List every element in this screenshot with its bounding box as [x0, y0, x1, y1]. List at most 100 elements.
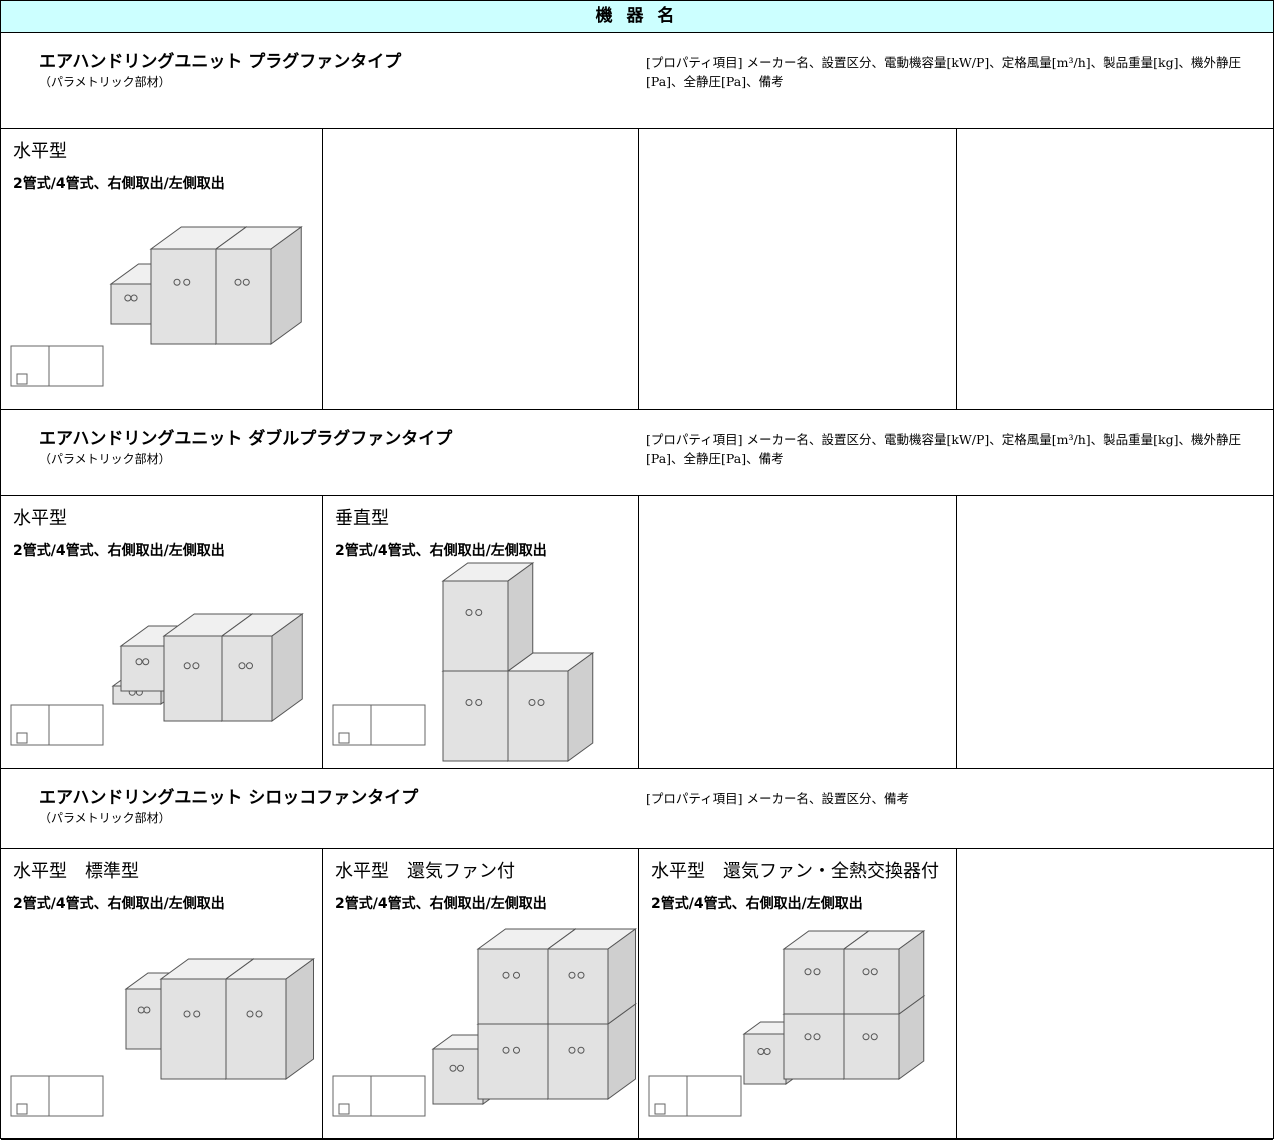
item-variant: 2管式/4管式、右側取出/左側取出	[13, 543, 225, 559]
port	[513, 1046, 520, 1054]
port	[457, 1064, 464, 1072]
port	[475, 699, 483, 706]
box-side	[271, 613, 303, 722]
port	[568, 971, 576, 979]
port	[183, 278, 191, 286]
box-front	[843, 1013, 900, 1080]
section-title-row: エアハンドリングユニット プラグファンタイプ （パラメトリック部材） [プロパティ項…	[1, 33, 1273, 129]
port	[135, 658, 143, 666]
item-cell	[639, 496, 957, 768]
box-front	[783, 948, 845, 1015]
port	[763, 1048, 771, 1055]
port	[502, 1046, 510, 1054]
box-side	[507, 562, 534, 672]
item-drawing	[10, 226, 303, 387]
plan-view	[10, 345, 104, 387]
section-title-row: エアハンドリングユニット ダブルプラグファンタイプ （パラメトリック部材） [プロパ…	[1, 410, 1273, 496]
port	[577, 1046, 585, 1054]
box-front	[743, 1033, 787, 1085]
item-cell	[957, 496, 1273, 768]
box-front	[547, 948, 609, 1025]
item-variant: 2管式/4管式、右側取出/左側取出	[335, 543, 547, 559]
port	[192, 662, 200, 670]
box-front	[125, 988, 165, 1050]
section-properties: [プロパティ項目] メーカー名、設置区分、電動機容量[kW/P]、定格風量[m³…	[646, 432, 1241, 466]
item-row: 水平型 2管式/4管式、右側取出/左側取出 垂直型 2管式/4管式、右側取出/左側取出	[1, 496, 1273, 769]
port	[870, 1033, 878, 1041]
plan-notch	[16, 1103, 28, 1115]
item-cell	[639, 129, 957, 409]
port	[528, 699, 536, 706]
box-front	[477, 1023, 549, 1100]
box-front	[120, 645, 167, 692]
item-cell	[323, 129, 639, 409]
port	[862, 1033, 870, 1041]
section-title-row: エアハンドリングユニット シロッコファンタイプ （パラメトリック部材） [プロパティ…	[1, 769, 1273, 849]
port	[173, 278, 181, 286]
plan-view	[332, 1075, 426, 1117]
port	[246, 1010, 254, 1018]
port	[813, 1033, 821, 1041]
plan-notch	[654, 1103, 666, 1115]
box-side	[270, 226, 302, 345]
box-front	[221, 635, 273, 722]
item-cell: 垂直型 2管式/4管式、右側取出/左側取出	[323, 496, 639, 768]
port	[143, 1006, 151, 1014]
section-properties: [プロパティ項目] メーカー名、設置区分、電動機容量[kW/P]、定格風量[m³…	[646, 55, 1241, 89]
port	[193, 1010, 201, 1018]
plan-notch	[16, 732, 28, 744]
section-subtitle: （パラメトリック部材）	[39, 811, 171, 825]
item-cell	[957, 129, 1273, 409]
port	[246, 662, 253, 670]
item-cell: 水平型 2管式/4管式、右側取出/左側取出	[1, 496, 323, 768]
item-variant: 2管式/4管式、右側取出/左側取出	[13, 896, 225, 912]
item-drawing	[10, 613, 304, 746]
section-title: エアハンドリングユニット プラグファンタイプ	[39, 52, 402, 72]
header-title: 機 器 名	[1, 1, 1273, 33]
box-front	[507, 670, 569, 762]
box-front	[225, 978, 287, 1080]
port	[813, 968, 821, 976]
section-subtitle: （パラメトリック部材）	[39, 452, 171, 466]
item-name: 水平型	[13, 141, 67, 162]
item-drawing	[332, 562, 595, 762]
section-title: エアハンドリングユニット ダブルプラグファンタイプ	[39, 429, 453, 449]
box-front	[442, 670, 509, 762]
port	[475, 609, 483, 616]
item-cell: 水平型 標準型 2管式/4管式、右側取出/左側取出	[1, 849, 323, 1139]
section-title: エアハンドリングユニット シロッコファンタイプ	[39, 788, 419, 808]
port	[242, 278, 250, 286]
box-side	[567, 652, 594, 762]
box-front	[160, 978, 227, 1080]
plan-view	[648, 1075, 742, 1117]
plan-notch	[338, 732, 350, 744]
box-side	[285, 958, 314, 1080]
box-side	[607, 928, 636, 1025]
item-cell: 水平型 還気ファン付 2管式/4管式、右側取出/左側取出	[323, 849, 639, 1139]
port	[130, 294, 138, 302]
plan-notch	[16, 373, 28, 385]
port	[183, 662, 191, 670]
item-cell	[957, 849, 1273, 1139]
box-front	[783, 1013, 845, 1080]
item-variant: 2管式/4管式、右側取出/左側取出	[651, 896, 863, 912]
box-front	[215, 248, 272, 345]
plan-view	[332, 704, 426, 746]
port	[238, 662, 246, 670]
item-drawing	[10, 958, 316, 1117]
item-row: 水平型 標準型 2管式/4管式、右側取出/左側取出 水平型 還気ファン付 2管式/4管…	[1, 849, 1273, 1140]
item-name: 水平型 標準型	[13, 861, 139, 882]
item-variant: 2管式/4管式、右側取出/左側取出	[13, 176, 225, 192]
port	[862, 968, 870, 976]
item-name: 垂直型	[335, 508, 389, 529]
section-subtitle: （パラメトリック部材）	[39, 75, 171, 89]
box-front	[150, 248, 217, 345]
plan-view	[10, 1075, 104, 1117]
item-cell: 水平型 2管式/4管式、右側取出/左側取出	[1, 129, 323, 409]
port	[537, 699, 545, 706]
port	[804, 1033, 812, 1041]
plan-notch	[338, 1103, 350, 1115]
port	[449, 1064, 457, 1072]
box-side	[898, 930, 925, 1015]
